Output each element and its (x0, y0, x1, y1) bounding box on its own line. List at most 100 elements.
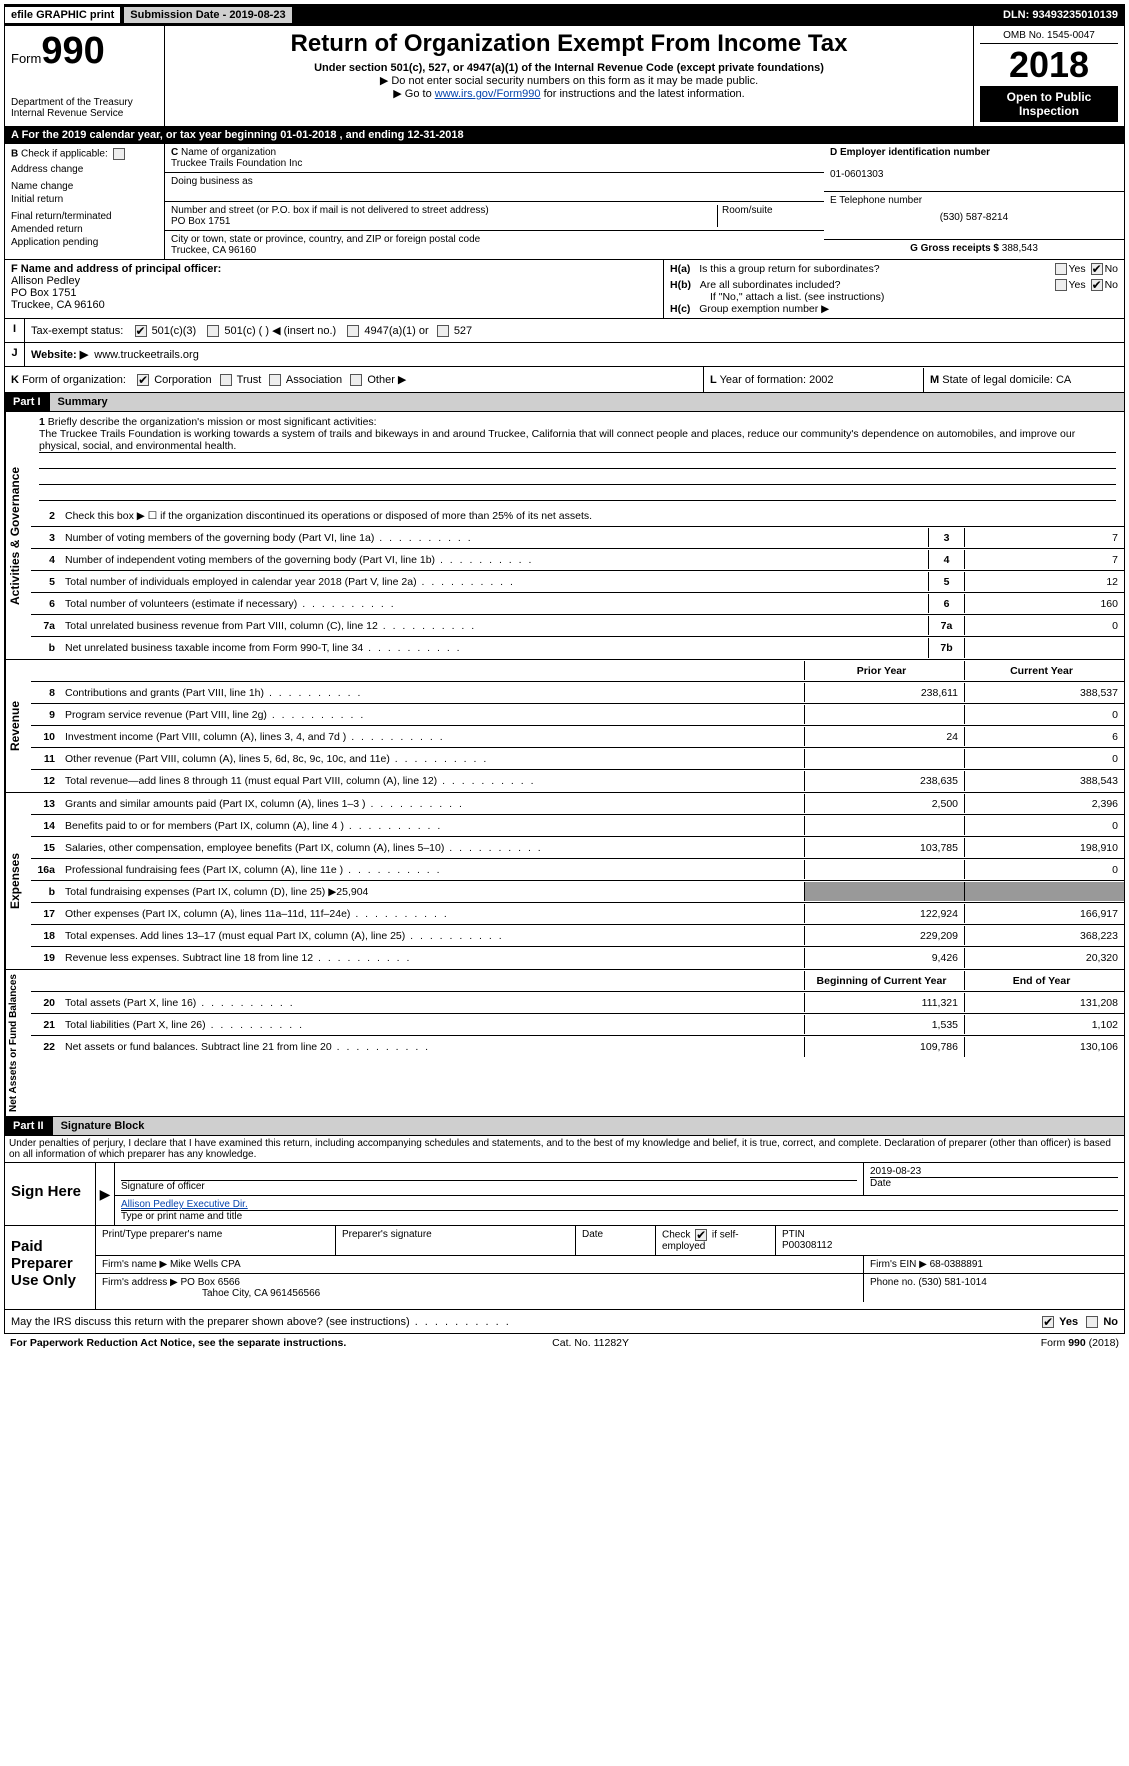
line-value (964, 638, 1124, 658)
line-num: 22 (31, 1041, 61, 1053)
row-a: A For the 2019 calendar year, or tax yea… (4, 127, 1125, 144)
prior-year-val: 24 (804, 727, 964, 746)
row-j-label: J (11, 347, 17, 359)
current-year-val: 6 (964, 727, 1124, 746)
prior-year-val: 9,426 (804, 948, 964, 968)
line-num: 17 (31, 908, 61, 920)
irs-link[interactable]: www.irs.gov/Form990 (435, 88, 541, 100)
current-year-val (964, 882, 1124, 901)
checkbox-icon[interactable] (137, 374, 149, 386)
paid-preparer-label: Paid Preparer Use Only (5, 1226, 95, 1309)
footer-right: Form 990 (2018) (1041, 1337, 1119, 1349)
line-desc: Contributions and grants (Part VIII, lin… (61, 686, 804, 700)
line-1-num: 1 (39, 416, 45, 428)
city-state-zip: Truckee, CA 96160 (171, 245, 256, 256)
current-year-val: 131,208 (964, 993, 1124, 1012)
assoc-option: Association (286, 374, 342, 386)
h-a-text: Is this a group return for subordinates? (699, 263, 879, 275)
current-year-val: 166,917 (964, 904, 1124, 923)
501c3-option: 501(c)(3) (152, 325, 197, 337)
b-item: Address change (11, 164, 158, 175)
line-num: b (31, 642, 61, 654)
sign-here-label: Sign Here (5, 1163, 95, 1225)
checkbox-icon[interactable] (269, 374, 281, 386)
line-num: 11 (31, 753, 61, 765)
room-label: Room/suite (722, 205, 773, 216)
check-label: Check (662, 1230, 690, 1241)
checkbox-icon[interactable] (347, 325, 359, 337)
sidebar-net-assets: Net Assets or Fund Balances (5, 970, 31, 1116)
line-desc: Grants and similar amounts paid (Part IX… (61, 797, 804, 811)
sidebar-expenses: Expenses (5, 793, 31, 969)
h-c-label: H(c) (670, 303, 690, 315)
ein: 01-0601303 (830, 169, 883, 180)
b-item: Final return/terminated (11, 211, 158, 222)
current-year-val: 368,223 (964, 926, 1124, 945)
line-num: 21 (31, 1019, 61, 1031)
form-prefix: Form (11, 51, 41, 66)
checkbox-icon[interactable] (350, 374, 362, 386)
line-value: 7 (964, 528, 1124, 547)
checkbox-icon[interactable] (220, 374, 232, 386)
date-label: Date (870, 1178, 891, 1189)
line-num: 20 (31, 997, 61, 1009)
prior-year-val: 238,611 (804, 683, 964, 702)
footer-center: Cat. No. 11282Y (552, 1337, 629, 1349)
penalty-statement: Under penalties of perjury, I declare th… (4, 1136, 1125, 1163)
line-desc: Net assets or fund balances. Subtract li… (61, 1040, 804, 1054)
checkbox-icon[interactable] (1055, 263, 1067, 275)
ptin-value: P00308112 (782, 1240, 832, 1251)
arrow-icon: ▶ (100, 1186, 111, 1203)
line-ref: 3 (928, 528, 964, 547)
checkbox-icon[interactable] (1091, 263, 1103, 275)
box-g-label: G Gross receipts $ (910, 243, 999, 254)
officer-signature-name[interactable]: Allison Pedley Executive Dir. (121, 1199, 248, 1210)
line-desc: Total revenue—add lines 8 through 11 (mu… (61, 774, 804, 788)
mission-text: The Truckee Trails Foundation is working… (39, 428, 1116, 453)
line-desc: Investment income (Part VIII, column (A)… (61, 730, 804, 744)
line-value: 0 (964, 616, 1124, 635)
box-c-label: C (171, 147, 178, 158)
firm-addr2: Tahoe City, CA 961456566 (202, 1288, 320, 1299)
h-b-note: If "No," attach a list. (see instruction… (710, 291, 1118, 303)
sign-here-block: Sign Here ▶ Signature of officer 2019-08… (4, 1163, 1125, 1226)
part-i-title: Summary (49, 393, 1124, 411)
top-bar: efile GRAPHIC print Submission Date - 20… (4, 4, 1125, 26)
line-desc: Total fundraising expenses (Part IX, col… (61, 885, 804, 899)
prior-year-val (804, 749, 964, 768)
part-ii-header: Part II (5, 1117, 52, 1135)
checkbox-icon[interactable] (1042, 1316, 1054, 1328)
checkbox-icon[interactable] (113, 148, 125, 160)
mission-line (39, 471, 1116, 485)
row-l-label: L (710, 374, 717, 386)
line-value: 160 (964, 594, 1124, 613)
h-c-text: Group exemption number ▶ (699, 303, 829, 315)
checkbox-icon[interactable] (1091, 279, 1103, 291)
firm-ein-label: Firm's EIN ▶ (870, 1259, 927, 1270)
check-if-applicable: Check if applicable: (21, 149, 108, 160)
end-year-hdr: End of Year (964, 971, 1124, 990)
checkbox-icon[interactable] (1086, 1316, 1098, 1328)
prior-year-val: 109,786 (804, 1037, 964, 1057)
checkbox-icon[interactable] (1055, 279, 1067, 291)
expenses-section: Expenses 13Grants and similar amounts pa… (4, 793, 1125, 970)
checkbox-icon[interactable] (207, 325, 219, 337)
line-num: b (31, 886, 61, 898)
preparer-name-hdr: Print/Type preparer's name (96, 1226, 336, 1255)
current-year-val: 0 (964, 860, 1124, 879)
current-year-val: 198,910 (964, 838, 1124, 857)
current-year-val: 0 (964, 705, 1124, 724)
prior-year-val: 238,635 (804, 771, 964, 791)
omb-number: OMB No. 1545-0047 (980, 30, 1118, 44)
checkbox-icon[interactable] (135, 325, 147, 337)
checkbox-icon[interactable] (695, 1229, 707, 1241)
line-num: 18 (31, 930, 61, 942)
discuss-text: May the IRS discuss this return with the… (11, 1316, 511, 1328)
line-desc: Other revenue (Part VIII, column (A), li… (61, 752, 804, 766)
line-num: 4 (31, 554, 61, 566)
yes-label: Yes (1069, 279, 1086, 291)
year-formation: Year of formation: 2002 (720, 374, 834, 386)
checkbox-icon[interactable] (437, 325, 449, 337)
officer-addr: PO Box 1751 (11, 287, 76, 299)
line-num: 2 (31, 510, 61, 522)
